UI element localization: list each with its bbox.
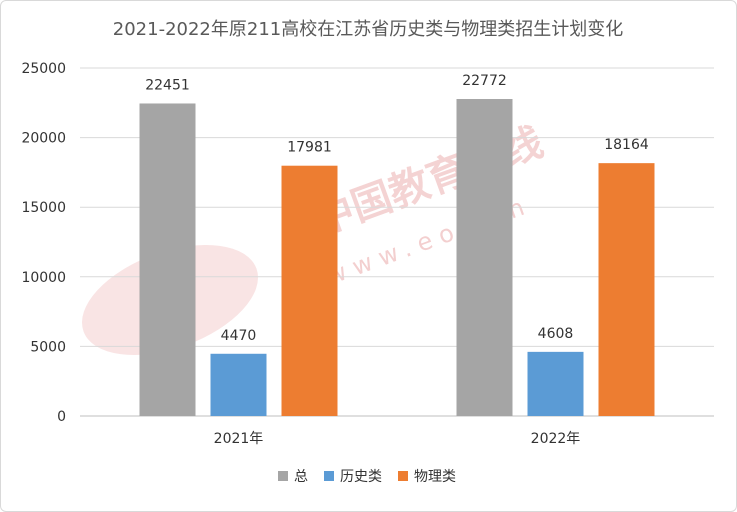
legend-label: 历史类 <box>340 469 382 485</box>
y-tick-label: 25000 <box>21 61 66 77</box>
y-tick-label: 15000 <box>21 200 66 216</box>
legend: 总 历史类 物理类 <box>278 469 456 485</box>
data-label: 18164 <box>604 137 649 153</box>
bar <box>210 353 267 416</box>
legend-swatch <box>398 471 408 481</box>
bar <box>281 165 338 416</box>
y-tick-label: 0 <box>57 409 66 425</box>
data-label: 4470 <box>221 328 257 344</box>
bar <box>456 99 513 416</box>
data-label: 22772 <box>462 73 507 89</box>
data-label: 22451 <box>145 77 190 93</box>
bar <box>598 163 655 416</box>
data-label: 4608 <box>538 326 574 342</box>
data-labels: 22451 4470 17981 22772 4608 18164 <box>145 73 649 344</box>
chart-title: 2021-2022年原211高校在江苏省历史类与物理类招生计划变化 <box>113 19 623 40</box>
bar <box>139 103 196 416</box>
bars <box>139 99 655 416</box>
legend-label: 总 <box>294 469 308 485</box>
bar <box>527 351 584 416</box>
legend-swatch <box>278 471 288 481</box>
data-label: 17981 <box>287 140 332 156</box>
y-tick-label: 20000 <box>21 131 66 147</box>
y-tick-label: 5000 <box>30 339 66 355</box>
legend-swatch <box>324 471 334 481</box>
x-category-label: 2021年 <box>214 431 264 447</box>
x-category-label: 2022年 <box>531 431 581 447</box>
y-tick-label: 10000 <box>21 270 66 286</box>
x-axis-categories: 2021年 2022年 <box>214 431 581 447</box>
legend-label: 物理类 <box>414 469 456 485</box>
y-axis-ticks: 0 5000 10000 15000 20000 25000 <box>21 61 66 425</box>
